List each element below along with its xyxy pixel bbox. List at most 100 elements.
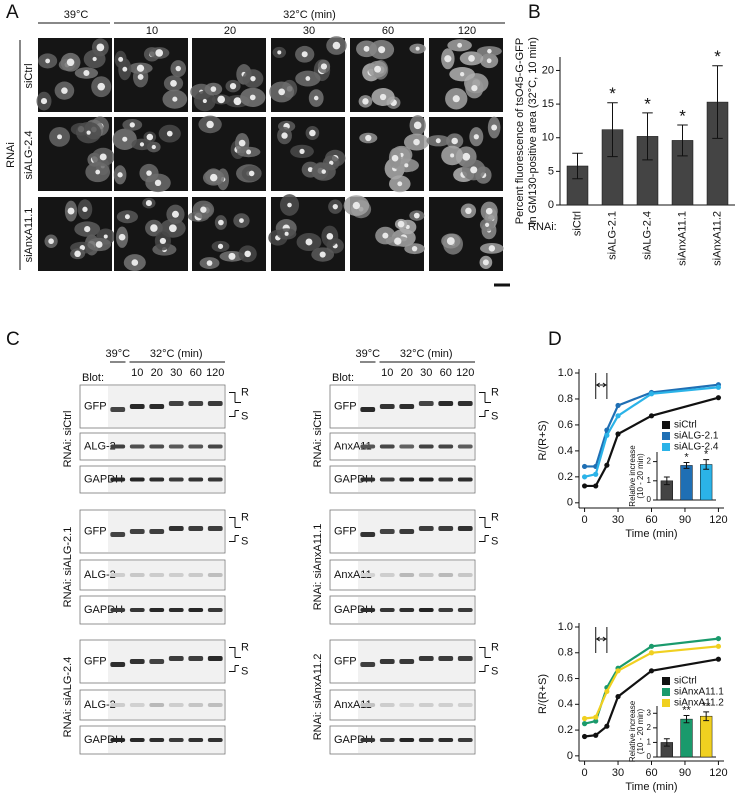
band <box>207 526 223 531</box>
band <box>379 444 395 449</box>
band <box>129 529 145 534</box>
lane-label: 20 <box>401 367 413 379</box>
golgi <box>320 63 328 70</box>
golgi <box>482 259 489 266</box>
golgi <box>146 170 152 176</box>
band <box>360 703 376 707</box>
band <box>418 526 434 531</box>
band <box>418 573 434 577</box>
golgi <box>248 170 255 177</box>
blot-row-label: GAPDH <box>334 734 373 746</box>
golgi <box>413 212 420 219</box>
legend-label: siAnxA11.1 <box>674 687 724 698</box>
y-tick-label: 0 <box>647 495 652 504</box>
golgi <box>129 122 135 128</box>
legend-label: siCtrl <box>674 676 697 687</box>
band <box>360 477 376 482</box>
cells <box>187 200 257 270</box>
golgi <box>239 218 244 223</box>
band <box>360 532 376 537</box>
band <box>188 656 204 661</box>
golgi <box>470 166 478 174</box>
point <box>581 474 588 480</box>
point <box>581 721 588 727</box>
lane-label: 10 <box>381 367 393 379</box>
band <box>360 444 376 449</box>
time-window <box>595 627 608 653</box>
golgi <box>404 163 409 168</box>
cells <box>343 195 425 255</box>
point <box>593 483 599 489</box>
band <box>149 738 165 742</box>
band <box>129 477 145 482</box>
y-tick-label: 1 <box>647 738 652 747</box>
significance: ** <box>682 704 691 716</box>
golgi <box>397 220 405 228</box>
error-bar <box>572 152 583 180</box>
y-tick-label: 0 <box>548 199 554 211</box>
golgi <box>95 241 103 248</box>
golgi <box>362 98 369 105</box>
band <box>379 404 395 409</box>
bar <box>700 715 713 758</box>
blot-image <box>358 727 474 753</box>
band <box>457 401 473 406</box>
band <box>149 703 165 707</box>
band <box>418 703 434 707</box>
y-tick-label: 0.8 <box>558 647 573 659</box>
blot-row-label: GAPDH <box>84 604 123 616</box>
cells <box>277 120 346 181</box>
band <box>379 573 395 577</box>
golgi <box>159 237 167 245</box>
golgi <box>379 93 387 101</box>
band <box>399 529 415 534</box>
band <box>110 444 126 449</box>
lane-header: 39°C <box>355 348 380 360</box>
band <box>418 401 434 406</box>
golgi <box>117 172 123 178</box>
band <box>149 659 165 664</box>
golgi <box>382 232 389 239</box>
band <box>188 573 204 577</box>
error-bar <box>642 112 653 161</box>
cells <box>49 116 115 183</box>
lane-label: 120 <box>456 367 474 379</box>
time-window <box>595 373 608 399</box>
blot-image <box>108 434 224 459</box>
band <box>379 477 395 482</box>
marker-label: S <box>491 665 498 677</box>
golgi <box>394 237 402 245</box>
point <box>648 668 655 674</box>
blot-image <box>108 561 224 589</box>
golgi <box>313 95 319 101</box>
band <box>149 444 165 449</box>
cells <box>269 36 347 107</box>
marker-label: R <box>241 386 249 398</box>
marker-bracket <box>479 392 491 417</box>
blot-row-label: AnxA11 <box>334 440 372 452</box>
point <box>715 656 722 662</box>
band <box>110 662 126 667</box>
band <box>399 573 415 577</box>
error-bar <box>677 124 688 157</box>
golgi <box>468 54 475 62</box>
y-tick-label: 0.4 <box>558 445 573 457</box>
golgi <box>321 169 326 174</box>
x-tick-label: 90 <box>679 514 691 526</box>
legend-swatch <box>662 421 670 429</box>
x-tick-label: 60 <box>645 767 657 779</box>
y-tick-label: 1.0 <box>558 367 573 379</box>
golgi <box>332 41 341 50</box>
band <box>399 444 415 449</box>
marker-bracket <box>229 392 241 417</box>
rnai-label: RNAi: siAnxA11.2 <box>312 654 324 741</box>
band <box>418 608 434 612</box>
band <box>110 532 126 537</box>
golgi <box>139 142 145 147</box>
x-tick-label: 30 <box>612 767 624 779</box>
band <box>438 477 454 482</box>
x-tick-label: 60 <box>645 514 657 526</box>
cells <box>190 64 266 112</box>
marker-bracket <box>229 647 241 672</box>
